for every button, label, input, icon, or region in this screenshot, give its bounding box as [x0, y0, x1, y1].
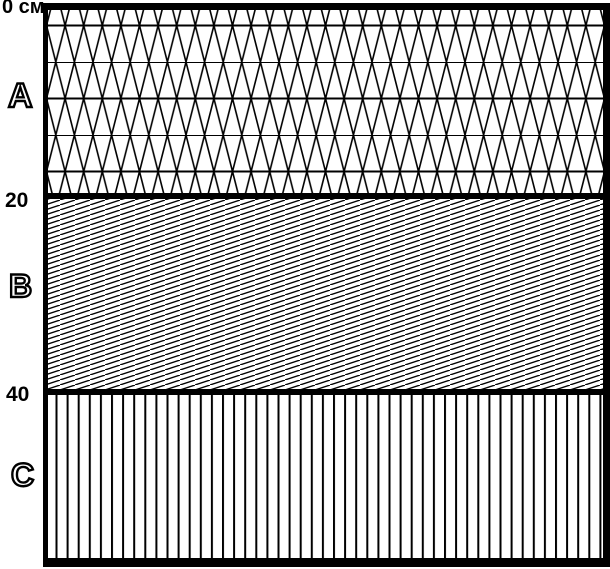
layer-a-label: A: [8, 77, 33, 115]
frame-bottom-bar: [43, 558, 610, 567]
depth-tick-40: 40: [6, 383, 30, 406]
frame-top-bar: [43, 3, 610, 10]
layer-b-hatch-fill: [48, 199, 603, 389]
layer-c-label: C: [11, 457, 34, 493]
depth-tick-20: 20: [5, 189, 29, 212]
layer-c-hatch-fill: [48, 395, 603, 558]
frame-left-bar: [43, 3, 48, 567]
boundary-a-b: [43, 193, 610, 199]
profile-frame: [43, 3, 610, 567]
layer-a-hatch-fill: [48, 10, 603, 193]
boundary-b-c: [43, 389, 610, 395]
frame-right-bar: [603, 3, 610, 567]
depth-origin-label: 0 см: [2, 0, 45, 18]
layer-b-label: B: [9, 268, 32, 304]
